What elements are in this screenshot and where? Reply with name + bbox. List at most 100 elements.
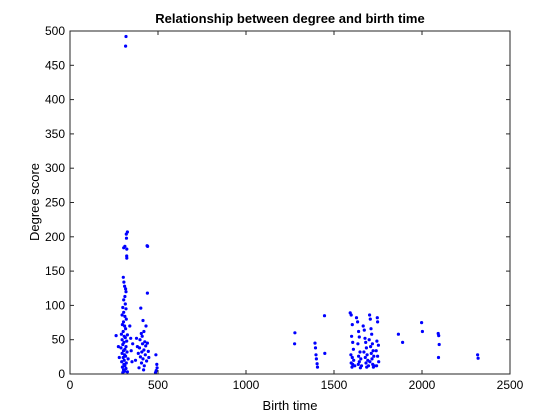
data-point — [124, 366, 128, 371]
data-point — [129, 336, 133, 340]
data-point — [124, 354, 128, 358]
x-tick-label: 0 — [67, 378, 74, 392]
data-point — [143, 353, 147, 357]
data-point — [155, 366, 159, 370]
data-point — [124, 345, 128, 349]
y-axis-title: Degree score — [27, 163, 42, 241]
data-point — [125, 247, 129, 251]
data-point — [131, 342, 135, 346]
data-point — [356, 362, 360, 366]
x-tick-label: 500 — [148, 378, 168, 392]
data-point — [135, 345, 139, 349]
data-point — [124, 317, 128, 321]
data-point — [142, 364, 146, 368]
data-point — [124, 307, 128, 311]
data-point — [349, 353, 353, 357]
data-point — [145, 359, 149, 363]
data-point — [125, 370, 129, 374]
data-point — [122, 280, 126, 284]
data-point — [293, 342, 297, 346]
data-point — [133, 358, 138, 362]
data-point — [363, 355, 367, 360]
data-point — [356, 342, 360, 346]
data-point — [121, 342, 125, 347]
data-point — [121, 320, 126, 324]
data-point — [359, 357, 363, 361]
data-point — [121, 305, 125, 310]
data-point — [356, 320, 360, 324]
data-point — [124, 287, 128, 291]
data-point — [119, 346, 123, 350]
data-point — [374, 349, 378, 353]
data-point — [125, 256, 129, 260]
data-point — [375, 339, 379, 343]
y-tick-label: 450 — [45, 58, 65, 72]
y-tick-label: 100 — [45, 298, 65, 312]
data-point — [143, 340, 147, 344]
data-point — [313, 346, 318, 350]
data-point — [124, 361, 128, 365]
data-point — [350, 334, 354, 338]
data-point — [121, 329, 125, 334]
data-point — [368, 360, 372, 364]
data-point — [436, 355, 441, 360]
y-tick-label: 350 — [45, 127, 65, 141]
data-point — [476, 353, 480, 357]
data-point — [142, 348, 146, 352]
y-tick-label: 0 — [58, 367, 65, 381]
data-point — [124, 232, 128, 236]
data-point — [117, 355, 121, 360]
data-point — [144, 324, 148, 328]
data-point — [141, 318, 145, 323]
data-point — [362, 350, 366, 354]
data-point — [137, 366, 141, 370]
data-point — [123, 294, 127, 299]
data-point — [144, 344, 148, 348]
data-point — [371, 365, 375, 369]
data-point — [119, 332, 123, 336]
data-point — [122, 298, 126, 302]
data-point — [376, 343, 380, 347]
data-point — [353, 364, 357, 368]
axis-ticks: 0 500 1000 1500 2000 2500 0 50 100 150 200 250 300 35… — [45, 24, 524, 392]
data-point — [121, 275, 125, 279]
data-point — [125, 333, 129, 337]
data-point — [124, 290, 128, 294]
y-tick-label: 200 — [45, 230, 65, 244]
x-axis-title: Birth time — [263, 398, 318, 413]
data-point — [350, 323, 354, 327]
data-point — [123, 314, 127, 318]
data-point — [122, 310, 126, 314]
data-point — [155, 362, 159, 366]
chart-title: Relationship between degree and birth ti… — [155, 11, 424, 26]
data-point — [376, 354, 380, 358]
data-point — [315, 365, 320, 369]
data-point — [293, 331, 297, 335]
data-point — [365, 353, 369, 357]
data-point — [314, 353, 318, 357]
data-point — [364, 340, 368, 344]
data-point — [141, 357, 145, 361]
data-point — [375, 364, 379, 368]
data-point — [121, 355, 125, 360]
data-point — [351, 340, 355, 344]
data-point — [134, 336, 139, 340]
data-point — [124, 44, 128, 48]
data-point — [313, 341, 317, 345]
data-point — [120, 365, 124, 369]
data-point — [136, 351, 140, 355]
data-point — [120, 313, 124, 317]
data-point — [375, 316, 379, 320]
x-tick-label: 2000 — [409, 378, 436, 392]
data-point — [315, 362, 319, 366]
x-tick-label: 1000 — [233, 378, 260, 392]
plot-frame — [69, 30, 511, 375]
data-point — [122, 358, 126, 362]
data-point — [369, 345, 373, 349]
data-point — [123, 324, 127, 328]
data-point — [323, 351, 327, 355]
data-point — [437, 334, 441, 338]
data-point — [123, 336, 127, 340]
data-point — [140, 342, 145, 346]
